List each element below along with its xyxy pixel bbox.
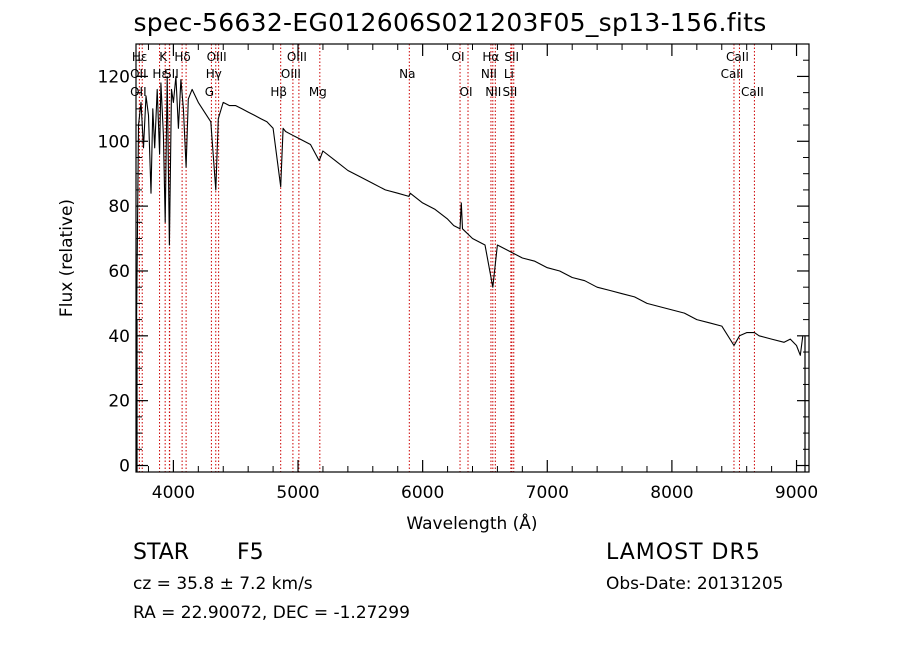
y-tick-label: 20 (108, 392, 130, 412)
line-label: OIII (281, 67, 301, 81)
spectral-line-labels: Hε OII OII K Hδ Hε SII OIII Hγ G OIII OIII Hβ Mg Na OI O… (130, 50, 764, 99)
redshift-cz: cz = 35.8 ± 7.2 km/s (133, 574, 313, 594)
chart-title: spec-56632-EG012606S021203F05_sp13-156.f… (133, 8, 767, 37)
line-label: Hε (132, 50, 148, 64)
spectrum-series (136, 75, 806, 472)
ra-dec-coordinates: RA = 22.90072, DEC = -1.27299 (133, 603, 410, 623)
x-axis: 4000 5000 6000 7000 8000 9000 (147, 44, 818, 503)
line-label: CaII (721, 67, 744, 81)
line-label: Hβ (270, 85, 287, 99)
y-tick-label: 60 (108, 262, 130, 282)
observation-date: Obs-Date: 20131205 (606, 574, 784, 594)
line-label: SII (503, 85, 518, 99)
line-label: NII (481, 67, 497, 81)
y-tick-label: 100 (98, 132, 130, 152)
line-label: NII (485, 85, 501, 99)
object-subclass: F5 (237, 540, 264, 565)
line-label: Hε (152, 67, 168, 81)
line-label: K (159, 50, 168, 64)
y-tick-label: 40 (108, 327, 130, 347)
y-axis-label: Flux (relative) (57, 199, 77, 317)
line-label: Hγ (206, 67, 222, 81)
line-label: CaII (741, 85, 764, 99)
y-tick-label: 120 (98, 67, 130, 87)
line-label: OIII (287, 50, 307, 64)
line-label: Na (399, 67, 415, 81)
x-tick-label: 8000 (650, 483, 693, 503)
line-label: Mg (309, 85, 327, 99)
line-label: OI (460, 85, 473, 99)
y-axis: 0 20 40 60 80 100 120 (98, 59, 809, 477)
x-tick-label: 6000 (401, 483, 444, 503)
line-label: Hα (482, 50, 499, 64)
spectral-line-markers (138, 44, 755, 472)
line-label: Li (504, 67, 514, 81)
spectrum-line (136, 75, 804, 356)
x-tick-label: 5000 (276, 483, 319, 503)
x-tick-label: 4000 (152, 483, 195, 503)
line-label: OII (130, 67, 147, 81)
x-tick-label: 7000 (526, 483, 569, 503)
x-axis-label: Wavelength (Å) (406, 512, 537, 534)
survey-name: LAMOST DR5 (606, 540, 761, 565)
object-class: STAR (133, 540, 190, 565)
y-tick-label: 80 (108, 197, 130, 217)
line-label: G (205, 85, 214, 99)
y-tick-label: 0 (119, 457, 130, 477)
line-label: Hδ (174, 50, 190, 64)
x-tick-label: 9000 (775, 483, 818, 503)
line-label: OIII (207, 50, 227, 64)
line-label: OI (452, 50, 465, 64)
line-label: CaII (726, 50, 749, 64)
line-label: SII (504, 50, 519, 64)
plot-frame (135, 43, 810, 473)
line-label: OII (130, 85, 147, 99)
